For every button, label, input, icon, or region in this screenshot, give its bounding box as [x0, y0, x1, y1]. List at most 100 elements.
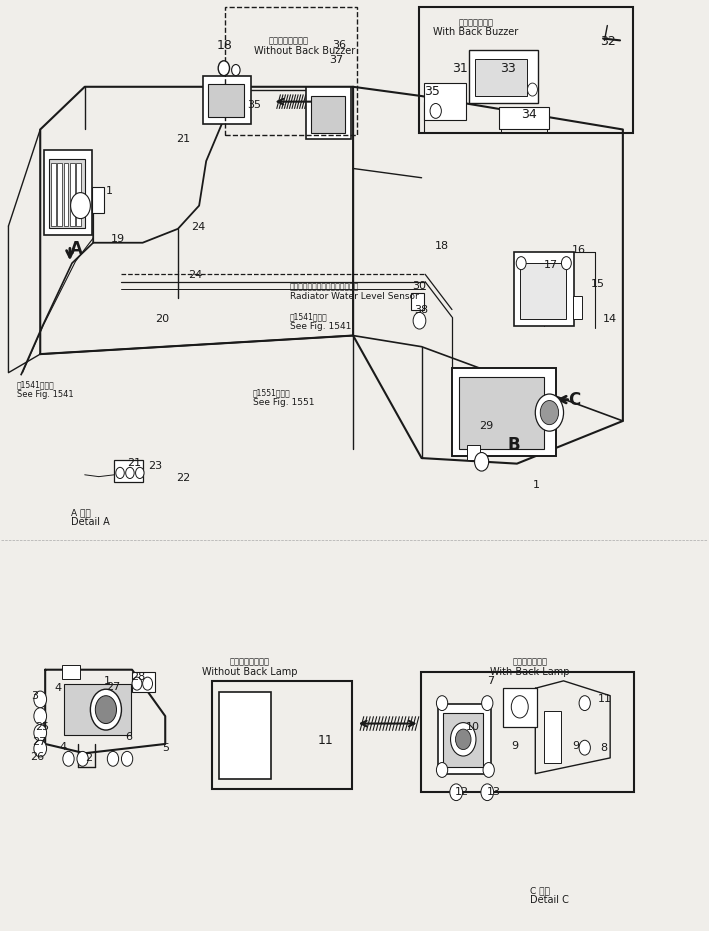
- Bar: [212, 681, 352, 789]
- Text: 37: 37: [329, 55, 343, 65]
- Bar: [438, 704, 491, 774]
- Bar: [503, 688, 537, 727]
- Bar: [44, 150, 91, 236]
- Bar: [544, 711, 562, 762]
- Text: 31: 31: [452, 61, 468, 74]
- Bar: [91, 187, 104, 213]
- Circle shape: [481, 695, 493, 710]
- Bar: [421, 671, 634, 792]
- Text: Without Back Buzzer: Without Back Buzzer: [255, 46, 355, 56]
- Circle shape: [34, 691, 47, 708]
- Text: 4: 4: [60, 742, 67, 751]
- Circle shape: [71, 193, 90, 219]
- Circle shape: [95, 695, 116, 723]
- Circle shape: [579, 695, 591, 710]
- Text: 21: 21: [127, 458, 141, 467]
- Text: 21: 21: [177, 134, 191, 143]
- Bar: [62, 665, 80, 679]
- Bar: [459, 377, 544, 449]
- Bar: [306, 87, 351, 139]
- Text: バックブザー付: バックブザー付: [459, 19, 493, 27]
- Circle shape: [413, 312, 426, 329]
- Text: 15: 15: [591, 278, 604, 289]
- Text: 22: 22: [177, 473, 191, 482]
- Text: 23: 23: [148, 461, 162, 470]
- Text: 第1541図参照: 第1541図参照: [289, 313, 328, 321]
- Circle shape: [132, 677, 142, 690]
- Text: With Back Lamp: With Back Lamp: [490, 667, 569, 677]
- Text: 14: 14: [603, 314, 618, 324]
- Text: 8: 8: [601, 743, 608, 752]
- Bar: [64, 163, 69, 226]
- Bar: [114, 460, 143, 482]
- Bar: [219, 692, 271, 779]
- Text: Radiator Water Level Sensor: Radiator Water Level Sensor: [289, 292, 418, 301]
- Text: 11: 11: [318, 734, 333, 747]
- Text: 6: 6: [125, 732, 133, 741]
- Text: 34: 34: [521, 108, 537, 121]
- Text: 3: 3: [31, 691, 38, 701]
- Circle shape: [34, 740, 47, 757]
- Bar: [424, 83, 466, 120]
- Bar: [50, 159, 84, 228]
- Text: 38: 38: [414, 304, 428, 315]
- Circle shape: [437, 695, 447, 710]
- Bar: [474, 59, 527, 96]
- Text: 12: 12: [454, 788, 469, 797]
- Circle shape: [455, 729, 471, 749]
- Circle shape: [107, 751, 118, 766]
- Circle shape: [135, 467, 144, 479]
- Bar: [420, 7, 632, 133]
- Text: 18: 18: [435, 241, 449, 251]
- Text: 第1551図参照: 第1551図参照: [253, 388, 291, 398]
- Text: Without Back Lamp: Without Back Lamp: [202, 667, 298, 677]
- Bar: [514, 252, 574, 326]
- Circle shape: [143, 677, 152, 690]
- Text: C: C: [569, 391, 581, 409]
- Bar: [520, 263, 566, 318]
- Circle shape: [63, 751, 74, 766]
- Text: 20: 20: [155, 314, 169, 324]
- Circle shape: [77, 751, 88, 766]
- Bar: [498, 107, 549, 129]
- Bar: [574, 296, 582, 318]
- Text: Detail A: Detail A: [71, 517, 109, 527]
- Bar: [51, 163, 56, 226]
- Circle shape: [579, 740, 591, 755]
- Circle shape: [430, 103, 442, 118]
- Text: 11: 11: [598, 695, 611, 705]
- Circle shape: [34, 724, 47, 741]
- Text: 2: 2: [84, 753, 92, 762]
- Text: A 詳細: A 詳細: [71, 508, 90, 518]
- Text: 36: 36: [332, 40, 346, 50]
- Text: 28: 28: [131, 672, 145, 682]
- Text: バックブザーなし: バックブザーなし: [268, 37, 308, 46]
- Text: 30: 30: [413, 281, 426, 291]
- Circle shape: [516, 257, 526, 270]
- Text: C 詳細: C 詳細: [530, 886, 549, 895]
- Text: 第1541図参照: 第1541図参照: [17, 380, 55, 389]
- Text: 13: 13: [487, 788, 501, 797]
- Circle shape: [450, 722, 476, 756]
- Circle shape: [527, 83, 537, 96]
- Circle shape: [535, 394, 564, 431]
- Text: バックランプ付: バックランプ付: [512, 658, 547, 667]
- Text: 32: 32: [601, 34, 616, 47]
- Text: 9: 9: [572, 741, 579, 750]
- Bar: [132, 671, 155, 692]
- Bar: [467, 445, 480, 460]
- Text: ラジエータワォータレベルセンサ: ラジエータワォータレベルセンサ: [289, 283, 359, 291]
- Text: 16: 16: [572, 245, 586, 255]
- Circle shape: [540, 400, 559, 425]
- Text: With Back Buzzer: With Back Buzzer: [433, 27, 518, 37]
- Text: 25: 25: [35, 722, 50, 733]
- Circle shape: [121, 751, 133, 766]
- Circle shape: [481, 784, 493, 801]
- Text: 27: 27: [106, 682, 120, 693]
- Bar: [411, 293, 424, 310]
- Bar: [203, 75, 251, 124]
- Text: 35: 35: [247, 101, 261, 111]
- Text: 4: 4: [55, 683, 62, 694]
- Text: 35: 35: [424, 85, 440, 98]
- Text: Detail C: Detail C: [530, 895, 569, 905]
